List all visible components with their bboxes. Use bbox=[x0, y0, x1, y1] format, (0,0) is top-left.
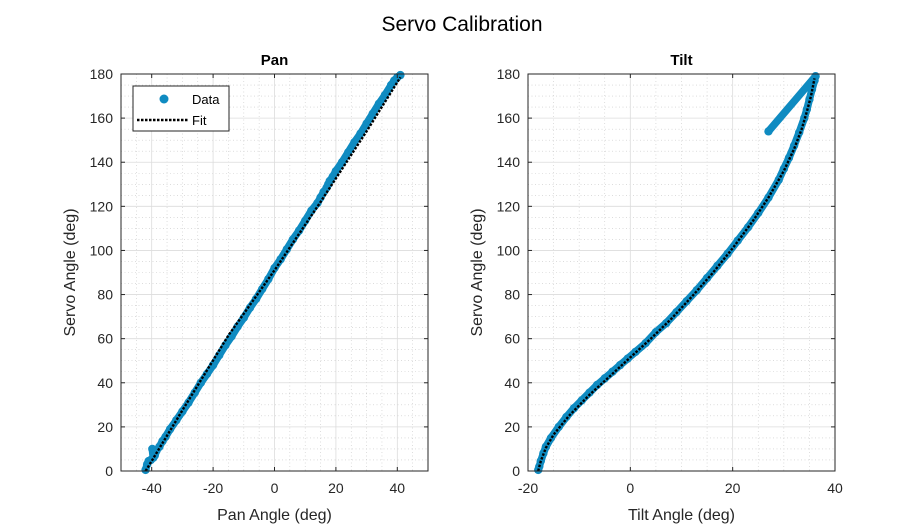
tilt-data-point bbox=[764, 127, 773, 136]
pan-fit-line bbox=[144, 76, 402, 472]
tilt-y-axis-label: Servo Angle (deg) bbox=[469, 208, 486, 336]
tilt-data-point bbox=[692, 285, 702, 295]
x-tick-label: 0 bbox=[271, 480, 279, 496]
y-tick-label: 100 bbox=[497, 242, 521, 258]
x-tick-label: 40 bbox=[827, 480, 843, 496]
tilt-data-layer bbox=[534, 72, 820, 475]
y-tick-label: 0 bbox=[105, 463, 113, 479]
pan-data-point bbox=[172, 416, 181, 425]
x-tick-label: 20 bbox=[725, 480, 741, 496]
pan-title: Pan bbox=[261, 52, 289, 69]
tilt-data-point bbox=[733, 236, 742, 245]
tilt-data-point bbox=[569, 403, 579, 413]
x-tick-label: -20 bbox=[518, 480, 538, 496]
pan-data-point bbox=[221, 341, 230, 350]
pan-data-point bbox=[233, 322, 242, 331]
pan-data-point bbox=[239, 313, 248, 322]
pan-data-point bbox=[270, 263, 279, 273]
y-tick-label: 20 bbox=[504, 419, 520, 435]
tilt-fit-layer bbox=[537, 78, 816, 472]
tilt-x-axis-label: Tilt Angle (deg) bbox=[628, 507, 735, 524]
legend-box bbox=[132, 85, 230, 132]
y-tick-label: 60 bbox=[504, 331, 520, 347]
tilt-title: Tilt bbox=[670, 52, 692, 69]
tilt-data-point bbox=[585, 388, 594, 397]
legend-data-marker bbox=[159, 94, 169, 104]
x-tick-label: 20 bbox=[328, 480, 344, 496]
y-tick-label: 140 bbox=[90, 154, 114, 170]
y-tick-label: 40 bbox=[97, 375, 113, 391]
tilt-fit-line bbox=[537, 78, 816, 472]
tilt-data-point bbox=[577, 396, 586, 405]
tilt-data-point bbox=[592, 380, 602, 390]
pan-data-point bbox=[301, 216, 310, 225]
tilt-data-point bbox=[600, 374, 609, 383]
y-tick-label: 40 bbox=[504, 375, 520, 391]
y-tick-label: 180 bbox=[497, 66, 521, 82]
legend-label-data: Data bbox=[192, 92, 220, 107]
y-tick-label: 120 bbox=[90, 198, 114, 214]
y-tick-label: 80 bbox=[504, 287, 520, 303]
pan-legend: Data Fit bbox=[132, 85, 230, 132]
pan-data-point bbox=[331, 166, 341, 176]
pan-y-axis-label: Servo Angle (deg) bbox=[62, 208, 79, 336]
tilt-axes-box bbox=[527, 73, 836, 472]
y-tick-label: 100 bbox=[90, 242, 114, 258]
pan-data-point bbox=[368, 109, 377, 118]
y-tick-label: 120 bbox=[497, 198, 521, 214]
y-tick-label: 80 bbox=[97, 287, 113, 303]
pan-data-point bbox=[202, 369, 212, 379]
pan-subplot: -40 -20 0 20 40 0 20 40 60 80 100 120 140 160 180 Pan … bbox=[62, 52, 429, 524]
pan-data-point bbox=[356, 129, 365, 138]
legend-label-fit: Fit bbox=[192, 113, 207, 128]
x-tick-label: 40 bbox=[390, 480, 406, 496]
x-tick-label: -40 bbox=[142, 480, 162, 496]
tilt-data-point bbox=[608, 367, 617, 376]
tilt-data-point bbox=[723, 249, 732, 258]
pan-data-point bbox=[215, 351, 224, 360]
y-tick-label: 0 bbox=[512, 463, 520, 479]
y-tick-label: 60 bbox=[97, 331, 113, 347]
figure-title: Servo Calibration bbox=[381, 13, 542, 36]
y-tick-label: 160 bbox=[497, 110, 521, 126]
y-tick-label: 160 bbox=[90, 110, 114, 126]
pan-x-axis-label: Pan Angle (deg) bbox=[217, 507, 332, 524]
pan-data-point bbox=[245, 303, 255, 312]
y-tick-label: 140 bbox=[497, 154, 521, 170]
pan-grid bbox=[120, 73, 429, 472]
pan-fit-layer bbox=[144, 76, 402, 472]
pan-ticks: -40 -20 0 20 40 0 20 40 60 80 100 120 140 160 180 bbox=[90, 66, 428, 496]
tilt-data-trace bbox=[534, 72, 820, 474]
y-tick-label: 20 bbox=[97, 419, 113, 435]
pan-data-point bbox=[396, 70, 405, 80]
y-tick-label: 180 bbox=[90, 66, 114, 82]
x-tick-label: 0 bbox=[626, 480, 634, 496]
x-tick-label: -20 bbox=[203, 480, 223, 496]
pan-data-point bbox=[350, 138, 359, 147]
pan-data-point bbox=[362, 119, 371, 128]
pan-data-point bbox=[374, 99, 384, 108]
